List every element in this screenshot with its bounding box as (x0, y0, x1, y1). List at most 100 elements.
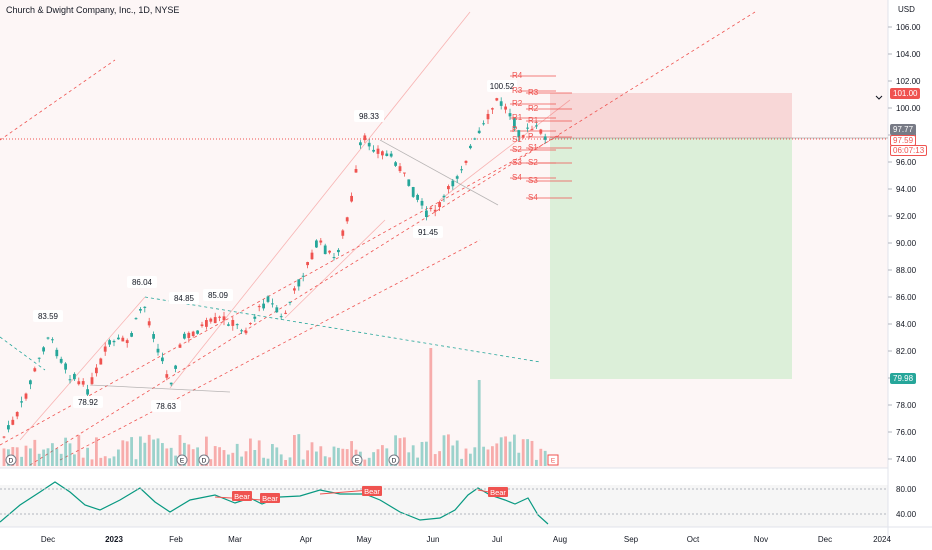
volume-bar (438, 451, 441, 466)
swing-label-box (73, 396, 103, 408)
volume-bar (24, 445, 28, 466)
time-axis-label: Aug (553, 535, 567, 544)
candle-body (86, 389, 89, 395)
volume-bar (394, 435, 397, 466)
volume-bar (433, 454, 437, 466)
volume-bar (134, 459, 138, 466)
candle-body (469, 145, 472, 149)
swing-label: 100.52 (490, 82, 515, 91)
volume-bar (253, 450, 257, 466)
volume-bar (279, 454, 283, 466)
volume-bar (103, 456, 107, 466)
pivot-label-left: R4 (512, 71, 523, 80)
candle-body (411, 187, 415, 197)
volume-bar (222, 450, 226, 466)
time-axis-label: Feb (169, 535, 183, 544)
candle-body (33, 368, 37, 372)
candle-body (103, 346, 107, 352)
volume-bar (297, 434, 301, 466)
volume-bar (262, 457, 265, 466)
price-tick-label: 82.00 (896, 347, 917, 356)
earnings-marker[interactable] (547, 454, 559, 466)
volume-bar (59, 453, 63, 466)
event-marker-label: E (355, 458, 360, 465)
candle-body (73, 373, 76, 380)
volume-bar (231, 452, 235, 466)
volume-bar (288, 457, 292, 466)
volume-bar (315, 451, 318, 466)
price-tick-label: 102.00 (896, 77, 921, 86)
stop-zone[interactable] (550, 138, 792, 379)
candle-body (416, 194, 419, 200)
candle-body (297, 279, 301, 287)
candle-body (323, 245, 327, 255)
candle-body (51, 339, 54, 341)
volume-bar (323, 456, 327, 466)
candlestick-series[interactable] (2, 97, 547, 439)
stop-price-badge: 79.98 (890, 373, 917, 384)
pivot-label-right: S3 (528, 176, 538, 185)
candle-body (310, 252, 314, 260)
candle-body (394, 162, 397, 166)
volume-bar (447, 434, 450, 466)
volume-bar (513, 434, 516, 466)
candle-body (37, 357, 41, 359)
swing-label-box (33, 310, 63, 322)
volume-bar (477, 380, 481, 466)
bear-tag: Bear (490, 488, 506, 497)
volume-bar (64, 437, 67, 466)
volume-bar (341, 448, 345, 466)
candle-body (139, 308, 142, 311)
chevron-down-icon[interactable] (875, 95, 883, 100)
price-tick-label: 100.00 (896, 104, 921, 113)
swing-label-box (413, 226, 443, 238)
volume-bar (495, 443, 499, 466)
price-tick-label: 106.00 (896, 23, 921, 32)
volume-bar (95, 437, 98, 466)
pivot-label-right: S1 (528, 143, 538, 152)
volume-bar (491, 446, 494, 466)
support-trend-line[interactable] (144, 296, 541, 363)
earnings-marker[interactable] (351, 454, 363, 466)
price-tick-label: 96.00 (896, 158, 917, 167)
candle-body (363, 135, 367, 141)
pivot-label-right: R2 (528, 104, 539, 113)
target-price-badge: 101.00 (890, 88, 921, 99)
volume-bar (147, 434, 151, 466)
swing-label-box (127, 276, 157, 288)
target-zone[interactable] (550, 93, 792, 138)
pivot-label-right: R1 (528, 116, 539, 125)
volume-bar (55, 448, 59, 466)
volume-bar (328, 457, 331, 466)
currency-label[interactable]: USD (898, 5, 915, 14)
candle-body (169, 382, 173, 385)
candle-body (315, 240, 318, 248)
candle-body (266, 296, 270, 302)
volume-bar (521, 439, 525, 466)
candle-body (112, 340, 116, 343)
candle-body (235, 324, 239, 326)
candle-body (227, 324, 230, 326)
candle-body (385, 153, 389, 156)
candle-body (77, 381, 81, 385)
price-tick-label: 78.00 (896, 401, 917, 410)
dividend-marker[interactable] (388, 454, 400, 466)
time-axis-label: Apr (300, 535, 313, 544)
volume-bar (174, 455, 177, 466)
dividend-marker[interactable] (198, 454, 210, 466)
candle-body (539, 129, 543, 134)
candle-body (447, 186, 450, 190)
candle-body (2, 436, 6, 438)
candle-body (117, 337, 120, 340)
event-marker-label: E (180, 458, 185, 465)
dividend-marker[interactable] (5, 454, 17, 466)
trend-lines[interactable] (0, 11, 756, 466)
time-axis[interactable]: Dec 2023 Feb Mar Apr May Jun Jul Aug Sep Oct Nov Dec… (41, 535, 892, 544)
volume-bar (42, 449, 45, 466)
volume-bar (319, 446, 323, 466)
volume-bar (486, 449, 490, 466)
earnings-marker[interactable] (176, 454, 188, 466)
